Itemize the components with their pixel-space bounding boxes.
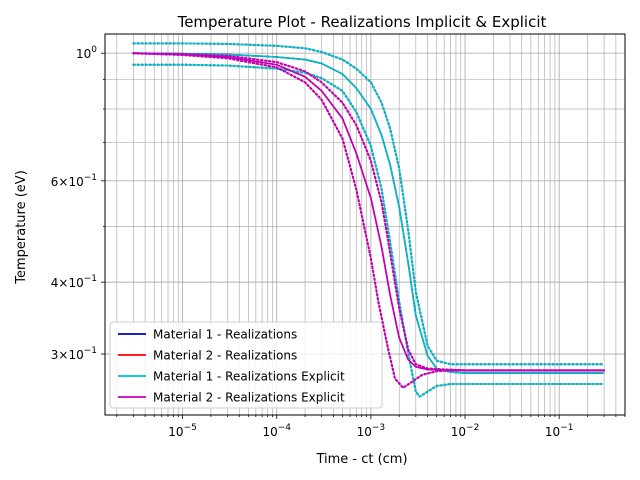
y-tick-label: 6×10−1 — [51, 173, 97, 189]
legend-label: Material 1 - Realizations Explicit — [153, 370, 345, 384]
series-layer — [132, 42, 606, 398]
series-line — [132, 42, 606, 366]
series-line — [133, 52, 605, 374]
y-tick-label: 4×10−1 — [51, 274, 97, 290]
legend: Material 1 - Realizations Material 2 - Re… — [109, 321, 383, 409]
y-tick-label: 3×10−1 — [51, 346, 97, 362]
x-axis-label: Time - ct (cm) — [315, 452, 407, 467]
y-axis-label: Temperature (eV) — [14, 170, 29, 285]
legend-label: Material 2 - Realizations — [153, 349, 297, 363]
series-line — [132, 52, 606, 389]
chart-title: Temperature Plot - Realizations Implicit… — [177, 13, 547, 31]
x-tick-label: 10−3 — [357, 423, 386, 439]
x-tick-label: 10−5 — [168, 423, 197, 439]
ticks: 10−5 10−4 10−3 10−2 10−1 100 6×10−1 4×10−1 3×10−… — [51, 45, 626, 439]
x-tick-label: 10−1 — [545, 423, 574, 439]
y-tick-label: 100 — [76, 45, 97, 61]
legend-label: Material 2 - Realizations Explicit — [153, 391, 345, 405]
x-tick-label: 10−4 — [262, 423, 291, 439]
x-tick-label: 10−2 — [451, 423, 480, 439]
legend-box — [109, 321, 383, 409]
legend-label: Material 1 - Realizations — [153, 328, 297, 342]
axes-frame — [104, 33, 626, 416]
